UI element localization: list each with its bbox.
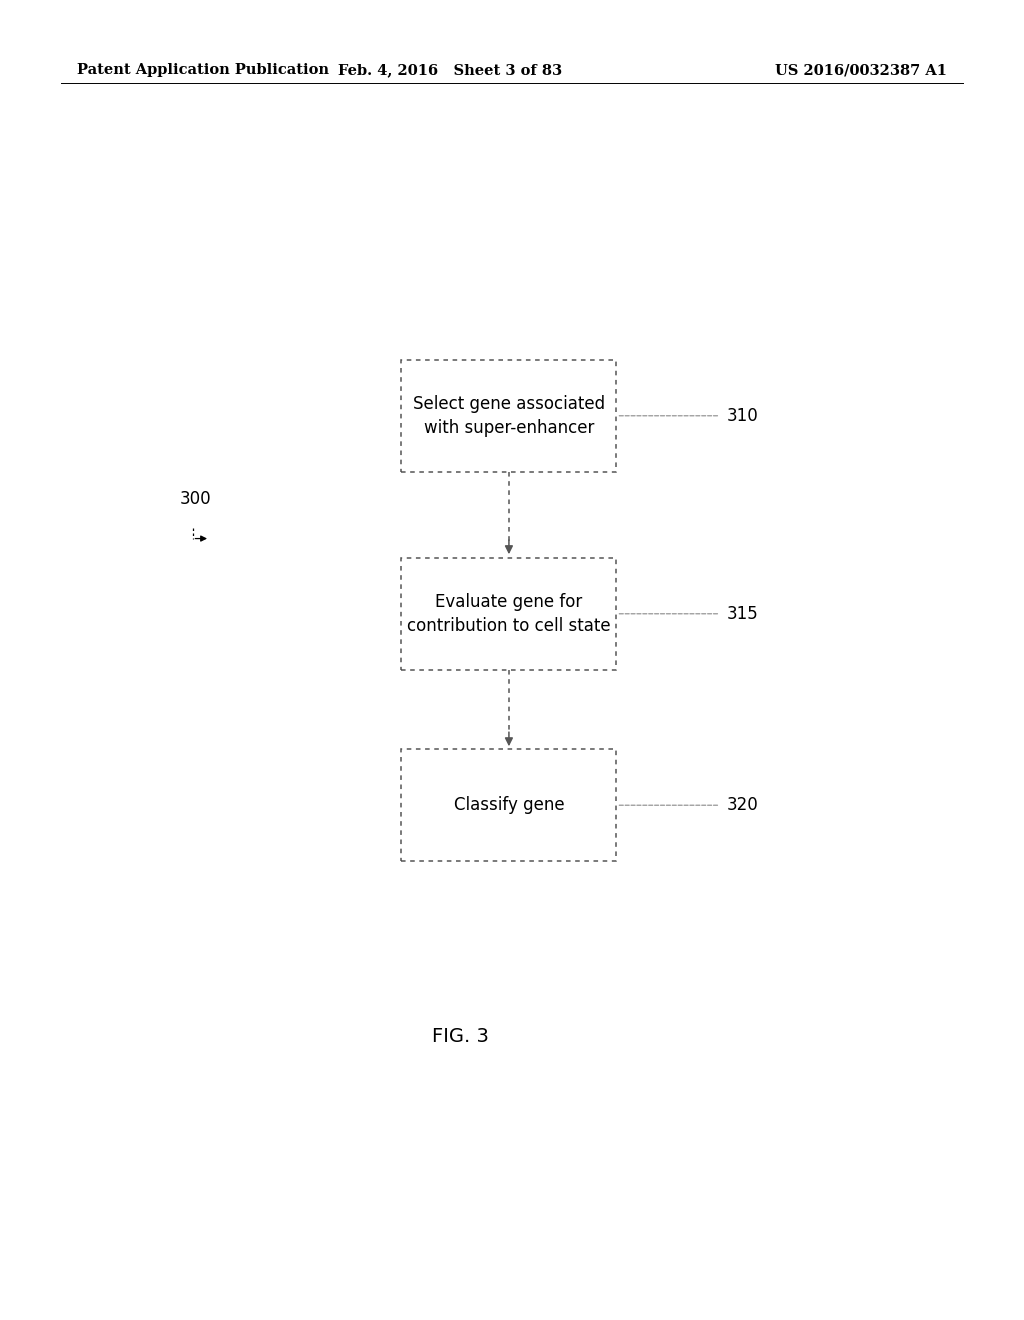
Text: Select gene associated
with super-enhancer: Select gene associated with super-enhanc… bbox=[413, 395, 605, 437]
Text: 300: 300 bbox=[179, 490, 211, 508]
Text: Patent Application Publication: Patent Application Publication bbox=[77, 63, 329, 78]
Bar bbox=[401, 359, 616, 471]
Text: 320: 320 bbox=[727, 796, 759, 814]
Text: 310: 310 bbox=[727, 407, 759, 425]
Text: Feb. 4, 2016   Sheet 3 of 83: Feb. 4, 2016 Sheet 3 of 83 bbox=[339, 63, 562, 78]
Text: US 2016/0032387 A1: US 2016/0032387 A1 bbox=[775, 63, 947, 78]
Bar bbox=[401, 557, 616, 671]
Text: FIG. 3: FIG. 3 bbox=[432, 1027, 489, 1045]
Text: 315: 315 bbox=[727, 605, 759, 623]
Bar bbox=[401, 748, 616, 861]
Text: Evaluate gene for
contribution to cell state: Evaluate gene for contribution to cell s… bbox=[408, 593, 610, 635]
Text: Classify gene: Classify gene bbox=[454, 796, 564, 814]
